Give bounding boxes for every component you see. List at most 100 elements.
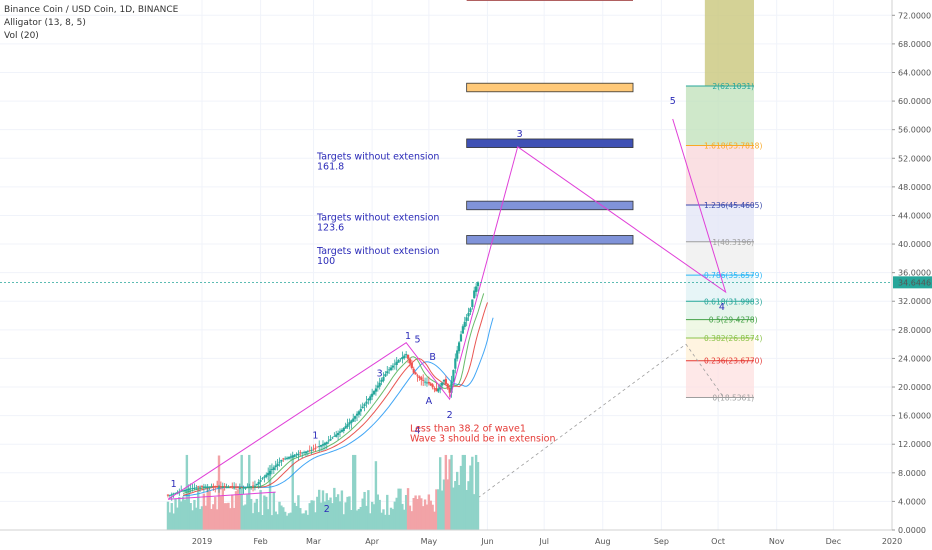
candle-body: [219, 486, 223, 488]
candle-body: [189, 488, 192, 490]
volume-bar: [448, 459, 451, 530]
fib-trend-line: [477, 343, 687, 499]
price-tick-label: 48.0000: [898, 183, 931, 192]
candle-body: [335, 434, 338, 437]
candle-body: [291, 455, 294, 458]
candle-body: [386, 371, 389, 374]
volume-bar: [214, 497, 217, 530]
candle-body: [287, 457, 291, 459]
price-tick-label: 20.0000: [898, 383, 931, 392]
volume-bar: [319, 502, 323, 530]
candle-body: [319, 445, 323, 447]
volume-bar: [316, 496, 319, 530]
candle-body: [187, 489, 190, 491]
volume-bar: [293, 502, 296, 530]
volume-bar: [229, 508, 232, 530]
volume-bar: [408, 505, 412, 530]
target-label-value: 100: [317, 256, 335, 267]
volume-bar: [365, 505, 368, 530]
candle-body: [199, 486, 202, 488]
volume-bar: [474, 454, 478, 530]
volume-bar: [189, 503, 192, 530]
volume-bar: [283, 511, 287, 530]
volume-bar: [198, 509, 202, 530]
candle-body: [403, 355, 406, 359]
candle-body: [261, 478, 264, 480]
candle-body: [448, 387, 451, 393]
target-box: [466, 235, 634, 245]
time-tick-label: Jun: [480, 537, 494, 546]
candle-body: [414, 372, 417, 375]
target-label: Targets without extension: [316, 152, 439, 163]
wave-line: [167, 491, 276, 500]
volume-bar: [463, 454, 466, 530]
candle-body: [471, 299, 474, 307]
candle-body: [221, 487, 224, 488]
candle-body: [217, 487, 221, 488]
volume-bar: [410, 511, 414, 530]
volume-bar: [270, 515, 274, 530]
price-tick-label: 56.0000: [898, 126, 931, 135]
volume-bar: [261, 515, 264, 530]
candle-body: [369, 396, 372, 401]
fib-level-label: 1.236(45.4605): [704, 201, 762, 210]
candle-body: [301, 452, 304, 454]
candle-body: [348, 422, 351, 425]
candle-body: [444, 378, 447, 385]
volume-bar: [208, 490, 211, 530]
candle-body: [276, 463, 279, 467]
candle-body: [321, 444, 325, 446]
candle-body: [229, 487, 232, 489]
candle-body: [380, 379, 383, 382]
candle-body: [418, 376, 421, 379]
alligator-line: [182, 302, 488, 496]
volume-bar: [268, 465, 272, 530]
wave-label: A: [426, 396, 433, 407]
candle-body: [193, 487, 196, 489]
candle-body: [446, 383, 449, 389]
symbol-title[interactable]: Binance Coin / USD Coin, 1D, BINANCE: [4, 5, 179, 15]
volume-legend[interactable]: Vol (20): [4, 31, 39, 41]
candle-body: [469, 308, 472, 313]
candle-body: [440, 382, 444, 386]
volume-bar: [297, 495, 300, 530]
volume-bar: [200, 506, 204, 530]
volume-bar: [454, 481, 457, 530]
volume-bar: [397, 488, 400, 530]
candle-body: [391, 365, 395, 368]
volume-bar: [476, 462, 480, 530]
volume-bar: [457, 485, 461, 530]
volume-bar: [212, 504, 215, 530]
candle-body: [433, 388, 436, 390]
volume-bar: [238, 494, 242, 530]
candle-body: [240, 487, 243, 489]
time-tick-label: Aug: [595, 537, 611, 546]
volume-bar: [265, 496, 268, 530]
time-tick-label: 2019: [192, 537, 212, 546]
target-boxes: [466, 0, 634, 245]
volume-bar: [393, 501, 397, 530]
candle-body: [246, 486, 249, 488]
candle-body: [331, 437, 334, 439]
candle-body: [208, 486, 211, 488]
price-tick-label: 68.0000: [898, 40, 931, 49]
volume-bar: [304, 510, 308, 530]
wave-label: 1: [171, 479, 177, 490]
alligator-legend[interactable]: Alligator (13, 8, 5): [4, 18, 86, 28]
wave-label: 4: [719, 302, 725, 313]
candle-body: [337, 432, 340, 436]
candle-body: [372, 391, 376, 395]
volume-bar: [461, 454, 465, 530]
chart-grid: [0, 0, 893, 531]
volume-bar: [178, 496, 181, 530]
candle-body: [431, 384, 434, 388]
volume-bar: [369, 513, 372, 530]
price-tick-label: 0.0000: [898, 526, 926, 535]
target-label: Targets without extension: [316, 212, 439, 223]
volume-bar: [299, 508, 302, 530]
candle-body: [253, 485, 257, 487]
candle-body: [242, 487, 245, 489]
volume-bar: [348, 496, 351, 530]
fib-level-label: 1(40.3196): [712, 238, 754, 247]
